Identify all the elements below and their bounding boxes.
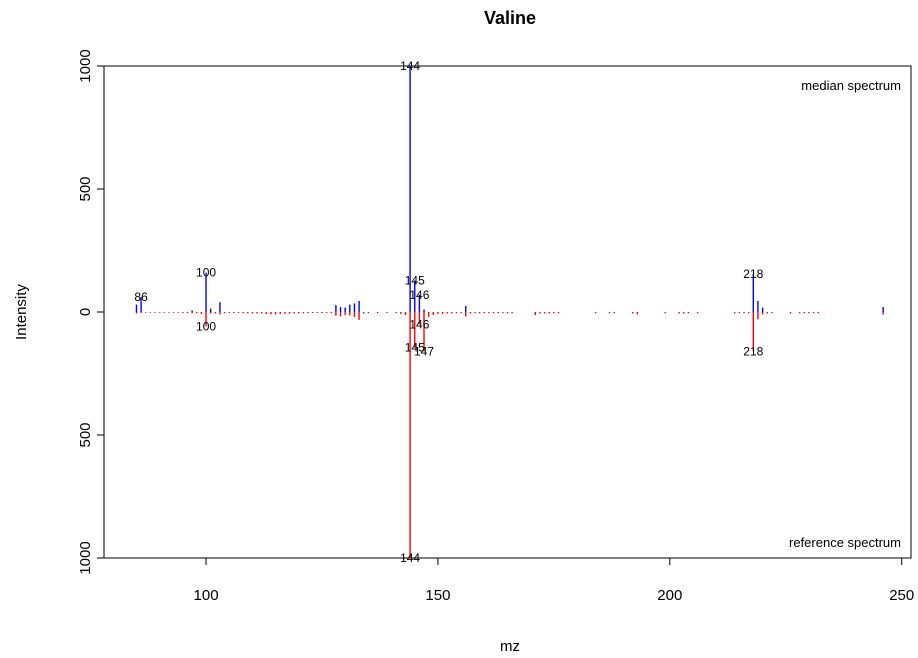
reference-peak-label: 100 <box>196 319 216 333</box>
x-axis-label: mz <box>500 638 520 655</box>
reference-peak-label: 145 <box>405 341 425 355</box>
y-tick-label: 500 <box>77 422 94 447</box>
x-tick-label: 250 <box>889 587 914 604</box>
y-axis-label: Intensity <box>13 284 30 340</box>
annotation-reference-spectrum: reference spectrum <box>789 535 901 550</box>
median-peak-label: 146 <box>409 288 429 302</box>
chart-title: Valine <box>484 8 536 28</box>
x-axis: 100 150 200 250 <box>194 558 914 604</box>
median-peak-label: 218 <box>743 267 763 281</box>
median-peak-label: 145 <box>405 274 425 288</box>
y-axis: 1000 500 0 500 1000 <box>77 49 104 575</box>
y-tick-label: 1000 <box>77 541 94 574</box>
x-tick-label: 200 <box>657 587 682 604</box>
x-tick-label: 150 <box>425 587 450 604</box>
x-tick-label: 100 <box>194 587 219 604</box>
reference-peak-label: 147 <box>414 344 434 358</box>
median-peak-label: 86 <box>134 290 148 304</box>
median-series <box>135 66 884 312</box>
reference-peak-label: 146 <box>409 317 429 331</box>
y-tick-label: 1000 <box>77 49 94 82</box>
annotation-median-spectrum: median spectrum <box>801 78 901 93</box>
y-tick-label: 500 <box>77 176 94 201</box>
reference-peak-label: 218 <box>743 344 763 358</box>
reference-peak-label: 144 <box>400 551 420 565</box>
reference-series <box>135 312 884 558</box>
median-peak-label: 144 <box>400 59 420 73</box>
median-peak-label: 100 <box>196 266 216 280</box>
y-tick-label: 0 <box>77 308 94 316</box>
